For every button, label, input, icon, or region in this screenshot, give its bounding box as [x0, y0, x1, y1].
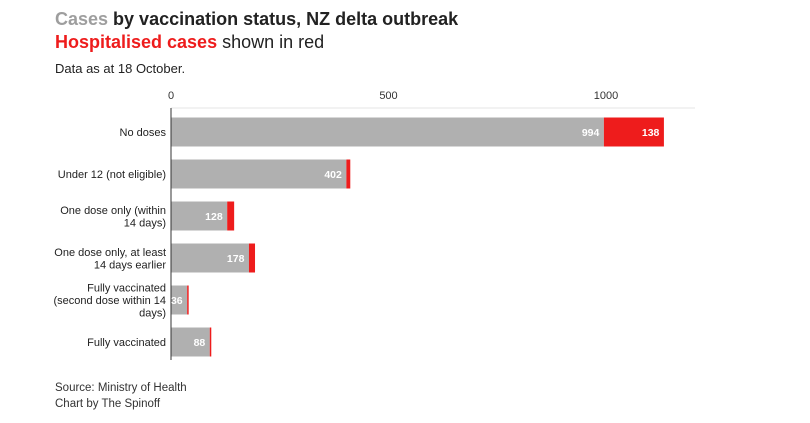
x-tick-label: 1000: [594, 90, 618, 102]
hospitalised-bar: [248, 243, 256, 273]
hospitalised-bar: [603, 117, 664, 147]
cases-value-label: 994: [582, 127, 600, 139]
category-label: One dose only, at least 14 days earlier: [54, 247, 166, 272]
title-line-2-rest: shown in red: [217, 32, 325, 52]
cases-value-label: 88: [194, 337, 206, 349]
chart-title-line-1: Cases by vaccination status, NZ delta ou…: [55, 9, 458, 30]
cases-bar: [171, 285, 188, 315]
cases-value-label: 36: [171, 295, 183, 307]
title-cases-word: Cases: [55, 9, 109, 29]
x-tick-label: 0: [168, 90, 174, 102]
cases-value-label: 178: [227, 253, 245, 265]
category-label: No doses: [120, 127, 167, 139]
category-label: Fully vaccinated (second dose within 14 da…: [53, 283, 166, 320]
cases-bar: [171, 243, 249, 273]
title-hospitalised-word: Hospitalised cases: [55, 32, 218, 52]
cases-value-label: 128: [205, 211, 223, 223]
hospitalised-bar: [346, 159, 351, 189]
title-line-1-rest: by vaccination status, NZ delta outbreak: [108, 9, 459, 29]
cases-bar: [171, 327, 210, 357]
chart-subtitle: Data as at 18 October.: [55, 61, 186, 76]
source-note: Source: Ministry of Health: [55, 382, 187, 394]
category-label: Fully vaccinated: [87, 337, 166, 349]
category-label: Under 12 (not eligible): [58, 169, 166, 181]
cases-bar: [171, 117, 604, 147]
hospitalised-bar: [227, 201, 235, 231]
x-tick-label: 500: [379, 90, 397, 102]
chart-title-line-2: Hospitalised cases shown in red: [55, 32, 324, 53]
hospitalised-bar: [187, 285, 189, 315]
cases-bar: [171, 201, 228, 231]
hospitalised-bar: [209, 327, 212, 357]
cases-bar: [171, 159, 347, 189]
credit-note: Chart by The Spinoff: [55, 398, 161, 410]
hospitalised-value-label: 138: [642, 127, 660, 139]
category-label: One dose only (within 14 days): [60, 205, 166, 230]
cases-value-label: 402: [324, 169, 342, 181]
